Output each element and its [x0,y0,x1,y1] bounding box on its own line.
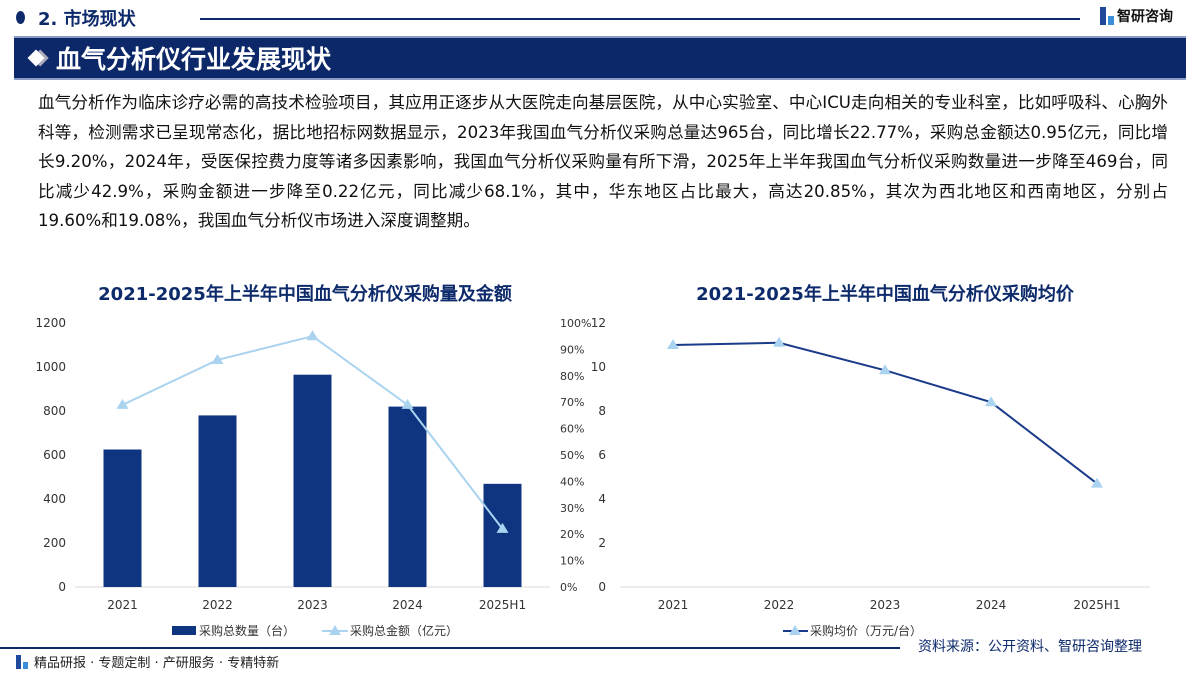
y2-tick-label: 60% [560,423,584,436]
body-paragraph: 血气分析作为临床诊疗必需的高技术检验项目，其应用正逐步从大医院走向基层医院，从中… [38,93,1168,230]
logo-icon [1100,7,1114,25]
logo-icon [16,654,28,669]
y-tick-label: 4 [598,492,606,506]
footer: 精品研报 · 专题定制 · 产研服务 · 专精特新 [16,652,279,671]
amount-point-2022 [211,353,224,364]
amount-point-2021 [116,398,129,409]
y-tick-label: 0 [598,580,606,594]
source-note: 资料来源：公开资料、智研咨询整理 [918,639,1142,655]
y-tick-label: 600 [43,448,66,462]
x-tick-label: 2024 [976,598,1007,612]
y-tick-label: 12 [591,316,606,330]
title-banner: 血气分析仪行业发展现状 [14,36,1186,80]
x-tick-label: 2022 [202,598,233,612]
footer-tagline: 精品研报 · 专题定制 · 产研服务 · 专精特新 [34,656,280,671]
chart1-title: 2021-2025年上半年中国血气分析仪采购量及金额 [98,284,512,305]
x-tick-label: 2023 [297,598,328,612]
x-tick-label: 2025H1 [1073,598,1120,612]
footer-divider [0,647,900,649]
bar-2025H1 [483,483,522,587]
y-tick-label: 400 [43,492,66,506]
y-tick-label: 0 [58,580,66,594]
legend-bar-swatch [172,626,196,635]
legend-label: 采购总数量（台） [199,623,295,638]
y-tick-label: 8 [598,404,606,418]
bullet-icon [16,11,25,24]
page-title: 血气分析仪行业发展现状 [56,45,332,74]
y-tick-label: 2 [598,536,606,550]
bar-2024 [388,406,427,587]
x-tick-label: 2021 [658,598,689,612]
top-bar: 2. 市场现状 智研咨询 [0,0,1200,36]
bar-2023 [293,374,332,587]
x-tick-label: 2025H1 [479,598,526,612]
legend-label: 采购总金额（亿元） [350,623,458,638]
amount-point-2024 [401,398,414,409]
y-tick-label: 1200 [35,316,66,330]
brand-logo: 智研咨询 [1100,6,1173,26]
y2-tick-label: 40% [560,475,584,488]
y2-tick-label: 70% [560,396,584,409]
y2-tick-label: 20% [560,528,584,541]
y2-tick-label: 0% [560,581,577,594]
y2-tick-label: 80% [560,370,584,383]
legend-marker [329,625,341,635]
y2-tick-label: 10% [560,555,584,568]
section-title: 2. 市场现状 [38,9,136,30]
y-tick-label: 800 [43,404,66,418]
amount-point-2025H1 [496,522,509,533]
y2-tick-label: 30% [560,502,584,515]
chart2-title: 2021-2025年上半年中国血气分析仪采购均价 [696,284,1074,305]
x-tick-label: 2022 [764,598,795,612]
amount-point-2023 [306,330,319,341]
y2-tick-label: 90% [560,343,584,356]
brand-name: 智研咨询 [1117,9,1173,25]
y2-tick-label: 50% [560,449,584,462]
y-tick-label: 1000 [35,360,66,374]
price-line [672,341,1098,485]
bar-2022 [198,415,237,587]
x-tick-label: 2024 [392,598,423,612]
x-tick-label: 2021 [107,598,138,612]
y-tick-label: 200 [43,536,66,550]
price-point-2021 [667,339,679,349]
y-tick-label: 6 [598,448,606,462]
y-tick-label: 10 [591,360,606,374]
price-point-2024 [985,396,997,407]
bar-2021 [103,449,142,587]
price-point-2025H1 [1091,477,1103,488]
legend-label: 采购均价（万元/台） [810,623,922,638]
divider [200,18,1080,20]
y2-tick-label: 100% [560,317,591,330]
price-point-2023 [879,364,891,375]
x-tick-label: 2023 [870,598,901,612]
price-point-2022 [773,336,785,347]
legend-marker [789,625,801,635]
